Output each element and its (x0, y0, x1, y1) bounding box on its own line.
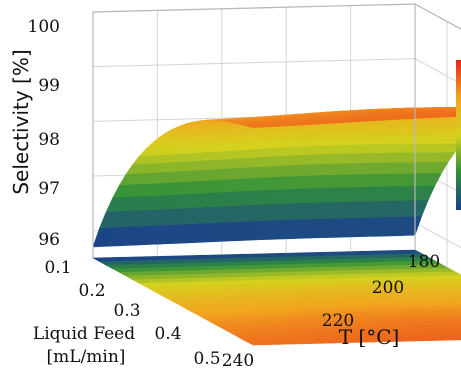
z-tick-label: 99 (38, 76, 60, 96)
x-tick-label: 0.2 (78, 281, 105, 301)
wall-gridline (92, 58, 416, 68)
t-tick-label: 220 (322, 311, 354, 331)
wall-gridline (414, 167, 461, 194)
x-tick-labels: 0.1 0.2 0.3 0.4 0.5 (44, 258, 220, 369)
contour-cell (453, 301, 461, 306)
x-tick-label: 0.4 (154, 324, 181, 344)
contour-cell (446, 290, 461, 295)
selectivity-surface (92, 107, 461, 248)
contour-cell (440, 271, 461, 277)
contour-cell (453, 316, 461, 322)
surface-cell (246, 124, 267, 129)
z-tick-label: 97 (38, 179, 60, 199)
z-tick-label: 98 (38, 130, 60, 150)
x-tick-label: 0.1 (44, 258, 71, 278)
x-axis-unit: [mL/min] (47, 347, 126, 367)
t-tick-labels: 180 200 220 240 (222, 252, 440, 371)
x-tick-label: 0.5 (193, 349, 220, 369)
contour-cell (453, 278, 461, 284)
contour-cell (453, 286, 461, 291)
contour-cell (446, 297, 461, 303)
floor-contour (91, 249, 461, 346)
colorbar (456, 60, 461, 210)
contour-cell (453, 309, 461, 314)
x-tick-label: 0.3 (113, 301, 140, 321)
z-tick-label: 96 (38, 230, 60, 250)
frame-edge (414, 3, 461, 30)
contour-cell (453, 294, 461, 299)
colorbar-gradient (456, 60, 461, 210)
contour-cell (453, 331, 461, 337)
contour-cell (453, 324, 461, 329)
contour-cell (446, 335, 461, 341)
t-axis-title: T [°C] (339, 325, 400, 349)
z-axis-title: Selectivity [%] (9, 49, 33, 194)
wall-gridline (414, 58, 461, 85)
t-tick-label: 180 (408, 252, 440, 272)
contour-cell (446, 305, 461, 311)
z-tick-label: 100 (28, 17, 60, 37)
contour-cell (447, 282, 461, 288)
z-tick-labels: 96 97 98 99 100 (28, 17, 60, 250)
t-tick-label: 200 (372, 278, 404, 298)
contour-cell (446, 320, 461, 326)
axis-frame (92, 3, 461, 258)
contour-cell (447, 275, 461, 280)
contour-cell (446, 328, 461, 333)
frame-edge (92, 3, 416, 13)
x-axis-title: Liquid Feed (33, 324, 135, 344)
t-tick-label: 240 (222, 351, 254, 371)
wall-gridline (414, 222, 461, 249)
contour-cell (446, 313, 461, 318)
